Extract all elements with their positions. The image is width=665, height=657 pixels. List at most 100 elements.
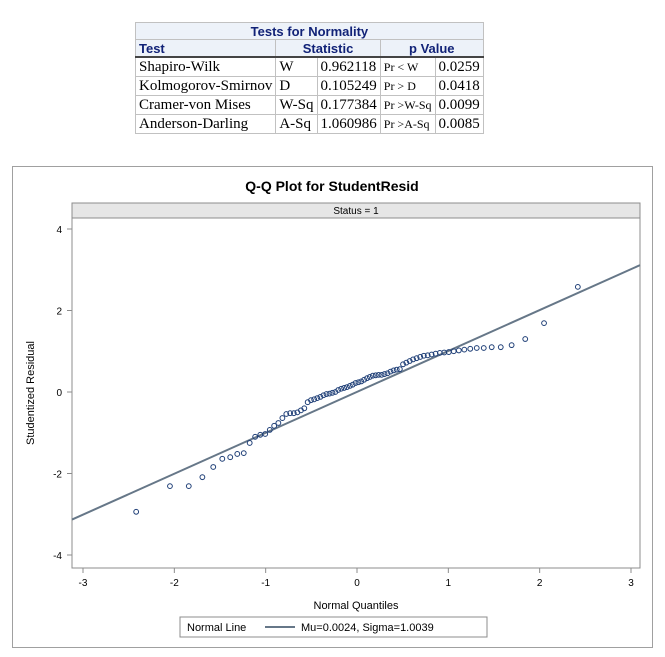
data-point (400, 361, 406, 368)
qq-plot-frame (12, 166, 653, 648)
cell-p-name: Pr >A-Sq (379, 114, 436, 134)
data-point (480, 345, 487, 351)
data-point (326, 390, 333, 397)
data-point (522, 336, 529, 342)
header-pvalue: p Value (379, 39, 484, 58)
data-point (358, 378, 365, 385)
x-tick-label: 1 (446, 578, 452, 589)
data-point (346, 382, 353, 389)
header-statistic: Statistic (275, 39, 381, 58)
data-point (133, 508, 140, 515)
y-tick-label: -2 (53, 470, 62, 481)
data-point (406, 358, 413, 364)
data-point (393, 366, 400, 373)
data-point (467, 345, 474, 352)
data-point (461, 346, 468, 353)
data-point (167, 483, 173, 490)
table-row: Anderson-Darling A-Sq 1.060986 Pr >A-Sq 0.00… (134, 114, 484, 134)
data-point (240, 450, 247, 457)
cell-p-name: Pr < W (379, 56, 436, 77)
data-point (424, 352, 431, 359)
legend-name: Normal Line (187, 622, 246, 634)
data-point (275, 420, 282, 426)
data-point (311, 396, 318, 403)
data-point (473, 345, 480, 351)
data-point (335, 387, 342, 393)
data-point (361, 376, 368, 383)
data-point (320, 392, 327, 399)
data-point (413, 355, 420, 362)
data-point (308, 397, 314, 404)
cell-stat: 0.105249 (316, 76, 381, 96)
data-point (541, 320, 547, 327)
data-point (355, 379, 362, 386)
y-axis-label: Studentized Residual (25, 341, 37, 445)
data-point (497, 344, 504, 351)
data-point (366, 374, 373, 380)
header-test: Test (134, 39, 277, 58)
data-point (185, 483, 192, 490)
data-point (417, 354, 424, 360)
data-point (396, 366, 403, 373)
cell-p: 0.0418 (434, 76, 484, 96)
x-tick-label: 0 (354, 578, 360, 589)
data-point (420, 352, 427, 359)
data-point (428, 351, 435, 358)
data-point (338, 385, 345, 392)
data-point (314, 395, 321, 402)
cell-test: Anderson-Darling (134, 114, 277, 134)
y-tick-label: 2 (56, 307, 62, 318)
data-point (219, 455, 226, 462)
x-tick-label: -2 (170, 578, 179, 589)
cell-p-name: Pr >W-Sq (379, 95, 436, 115)
data-point (287, 410, 294, 417)
data-point (369, 372, 376, 379)
data-point (508, 342, 515, 349)
data-point (390, 367, 397, 374)
data-point (290, 410, 297, 417)
data-point (364, 375, 370, 382)
data-point (455, 347, 462, 354)
data-point (283, 411, 290, 417)
data-point (246, 440, 253, 446)
cell-p-name: Pr > D (379, 76, 436, 96)
data-point (271, 422, 278, 429)
data-point (262, 431, 269, 437)
data-point (323, 391, 330, 397)
data-point (301, 405, 308, 412)
data-point (349, 381, 356, 388)
y-tick-label: 0 (56, 388, 62, 399)
panel-label: Status = 1 (333, 206, 379, 217)
data-point (329, 389, 336, 396)
plot-area (71, 217, 641, 569)
data-point (403, 359, 410, 366)
cell-stat: 1.060986 (316, 114, 381, 134)
cell-stat: 0.177384 (316, 95, 381, 115)
data-point (279, 415, 286, 421)
y-tick-label: 4 (56, 225, 62, 236)
table-row: Cramer-von Mises W-Sq 0.177384 Pr >W-Sq 0.00… (134, 95, 484, 115)
cell-test: Cramer-von Mises (134, 95, 277, 115)
data-point (384, 370, 391, 377)
data-point (341, 385, 348, 391)
data-point (378, 371, 385, 378)
normality-tests-table: Tests for Normality Test Statistic p Val… (134, 22, 484, 134)
x-tick-label: 2 (537, 578, 543, 589)
data-point (227, 454, 234, 461)
data-point (574, 283, 581, 290)
data-point (372, 372, 379, 379)
data-point (488, 344, 495, 351)
data-point (381, 371, 388, 377)
x-tick-label: 3 (628, 578, 634, 589)
data-point (199, 474, 206, 481)
x-axis-label: Normal Quantiles (314, 600, 399, 612)
legend (179, 616, 488, 638)
data-point (344, 384, 350, 391)
y-tick-label: -4 (53, 551, 62, 562)
data-point (266, 426, 273, 433)
cell-p: 0.0085 (434, 114, 484, 134)
cell-p: 0.0099 (434, 95, 484, 115)
data-point (387, 368, 394, 375)
table-row: Kolmogorov-Smirnov D 0.105249 Pr > D 0.0418 (134, 76, 484, 96)
